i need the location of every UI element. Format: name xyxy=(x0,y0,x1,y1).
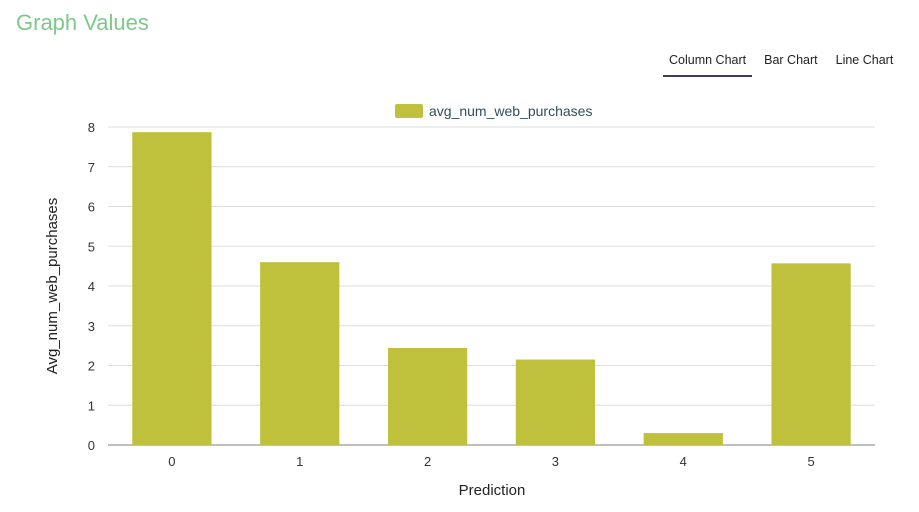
x-tick-label: 5 xyxy=(807,454,814,469)
tab-bar-chart[interactable]: Bar Chart xyxy=(764,53,818,67)
x-tick-label: 2 xyxy=(424,454,431,469)
bar-3[interactable] xyxy=(515,359,596,445)
legend: avg_num_web_purchases xyxy=(395,103,592,119)
x-tick-labels: 0 1 2 3 4 5 xyxy=(168,454,814,469)
y-tick-label: 5 xyxy=(88,239,95,254)
chart-type-tabs: Column Chart Bar Chart Line Chart xyxy=(663,46,905,77)
x-tick-label: 4 xyxy=(680,454,687,469)
bar-4[interactable] xyxy=(643,433,723,445)
y-tick-label: 6 xyxy=(88,200,95,215)
x-axis-title: Prediction xyxy=(459,482,526,499)
x-tick-label: 3 xyxy=(552,454,559,469)
y-axis-title: Avg_num_web_purchases xyxy=(44,198,61,375)
page-title: Graph Values xyxy=(16,10,149,35)
y-tick-label: 0 xyxy=(88,438,95,453)
bar-2[interactable] xyxy=(387,348,468,445)
tab-column-chart[interactable]: Column Chart xyxy=(663,46,753,77)
tab-line-chart[interactable]: Line Chart xyxy=(835,53,894,67)
x-tick-label: 1 xyxy=(296,454,303,469)
bar-1[interactable] xyxy=(260,262,340,445)
y-tick-label: 8 xyxy=(88,120,95,135)
y-tick-labels: 0 1 2 3 4 5 6 7 8 xyxy=(88,120,95,453)
bar-5[interactable] xyxy=(771,263,851,445)
bar-0[interactable] xyxy=(132,132,212,446)
y-tick-label: 3 xyxy=(88,319,95,334)
bars xyxy=(132,132,851,446)
y-tick-label: 2 xyxy=(88,359,95,374)
y-tick-label: 1 xyxy=(88,398,95,413)
legend-label: avg_num_web_purchases xyxy=(429,103,592,119)
grid-lines xyxy=(108,126,875,446)
y-tick-label: 7 xyxy=(88,160,95,175)
x-tick-label: 0 xyxy=(168,454,175,469)
y-tick-label: 4 xyxy=(88,279,95,294)
legend-swatch xyxy=(395,104,423,118)
